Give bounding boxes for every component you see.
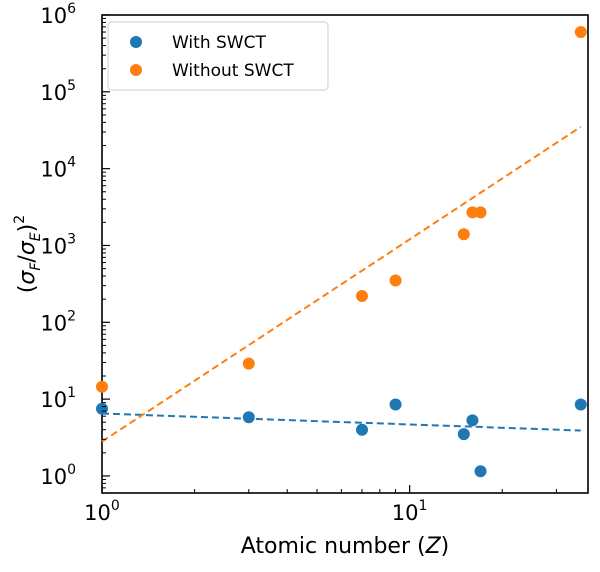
data-point-with-swct bbox=[242, 411, 255, 424]
legend-label-without-swct: Without SWCT bbox=[172, 61, 294, 81]
data-point-without-swct bbox=[457, 228, 470, 241]
data-point-with-swct bbox=[96, 402, 108, 415]
y-tick-label: 105 bbox=[40, 78, 76, 105]
data-point-without-swct bbox=[96, 380, 108, 393]
plot-frame bbox=[101, 14, 589, 494]
y-axis-ticks: 100 101 102 103 104 105 106 bbox=[40, 1, 110, 494]
fit-line-without-swct bbox=[101, 126, 582, 443]
fit-lines bbox=[101, 126, 582, 443]
data-point-without-swct bbox=[242, 357, 255, 370]
data-point-with-swct bbox=[574, 398, 587, 411]
legend: With SWCT Without SWCT bbox=[107, 21, 329, 91]
y-tick-label: 104 bbox=[40, 155, 76, 182]
data-point-without-swct bbox=[474, 206, 487, 219]
legend-marker-with-swct bbox=[130, 36, 142, 48]
y-tick-label: 100 bbox=[40, 462, 76, 489]
fit-line-with-swct bbox=[101, 412, 581, 432]
y-tick-label: 106 bbox=[40, 1, 76, 28]
data-point-without-swct bbox=[389, 274, 402, 287]
x-tick-label: 100 bbox=[84, 498, 120, 525]
data-points bbox=[96, 26, 587, 478]
data-point-without-swct bbox=[355, 289, 368, 302]
y-axis-label: (σF/σE)2 bbox=[12, 215, 44, 293]
legend-marker-without-swct bbox=[130, 64, 142, 76]
data-point-with-swct bbox=[474, 465, 487, 478]
data-point-with-swct bbox=[466, 414, 479, 427]
x-axis-ticks: 100 101 bbox=[84, 485, 557, 525]
legend-label-with-swct: With SWCT bbox=[172, 33, 266, 53]
data-point-with-swct bbox=[355, 423, 368, 436]
data-point-with-swct bbox=[457, 428, 470, 441]
data-point-with-swct bbox=[389, 398, 402, 411]
x-tick-label: 101 bbox=[392, 498, 428, 525]
y-tick-label: 102 bbox=[40, 308, 76, 335]
y-tick-label: 101 bbox=[40, 385, 76, 412]
x-axis-label: Atomic number (Z) bbox=[241, 534, 450, 559]
data-point-without-swct bbox=[574, 26, 587, 39]
legend-box bbox=[107, 21, 329, 91]
y-tick-label: 103 bbox=[40, 231, 76, 258]
